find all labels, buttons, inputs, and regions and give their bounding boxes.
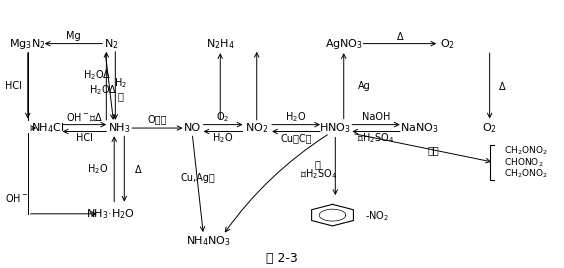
Text: N$_2$: N$_2$ — [104, 37, 118, 50]
Text: O$_2$: O$_2$ — [440, 37, 455, 50]
Text: NH$_3$·H$_2$O: NH$_3$·H$_2$O — [86, 207, 135, 221]
Text: HCl: HCl — [5, 81, 22, 91]
Text: HCl: HCl — [76, 133, 93, 143]
Text: NaOH: NaOH — [362, 112, 390, 122]
Text: AgNO$_3$: AgNO$_3$ — [325, 37, 363, 51]
Text: HNO$_3$: HNO$_3$ — [319, 121, 351, 135]
Text: H$_2$O: H$_2$O — [285, 110, 307, 124]
Text: $\Delta$: $\Delta$ — [134, 163, 143, 175]
Text: OH$^-$: OH$^-$ — [5, 192, 28, 204]
Text: H$_2$O: H$_2$O — [87, 162, 108, 176]
Text: Ag: Ag — [358, 81, 371, 91]
Text: 浓H$_2$SO$_4$: 浓H$_2$SO$_4$ — [300, 167, 337, 181]
Text: CH$_2$ONO$_2$: CH$_2$ONO$_2$ — [504, 168, 548, 180]
Text: NH$_4$Cl: NH$_4$Cl — [30, 121, 64, 135]
Text: Cu，C浓: Cu，C浓 — [280, 133, 312, 143]
Text: NH$_4$NO$_3$: NH$_4$NO$_3$ — [187, 234, 232, 248]
Text: NO$_2$: NO$_2$ — [245, 121, 268, 135]
Text: $\Delta$: $\Delta$ — [395, 30, 404, 42]
Text: N$_2$H$_4$: N$_2$H$_4$ — [206, 37, 235, 50]
Text: CHONO$_2$: CHONO$_2$ — [504, 156, 543, 169]
Text: Mg$_3$N$_2$: Mg$_3$N$_2$ — [10, 37, 46, 51]
Text: Mg: Mg — [66, 31, 81, 41]
Text: NH$_3$: NH$_3$ — [108, 121, 131, 135]
Text: H$_2$O$\Delta$: H$_2$O$\Delta$ — [89, 83, 118, 97]
Text: O$_2$: O$_2$ — [217, 110, 230, 124]
Text: $\Delta$: $\Delta$ — [497, 80, 506, 92]
Text: 催: 催 — [118, 91, 124, 101]
Text: NaNO$_3$: NaNO$_3$ — [400, 121, 439, 135]
Text: 浓H$_2$SO$_4$: 浓H$_2$SO$_4$ — [358, 131, 395, 145]
Text: 甘油: 甘油 — [428, 146, 439, 155]
Text: 图 2-3: 图 2-3 — [266, 252, 298, 265]
Text: O，催: O，催 — [148, 115, 167, 125]
Text: H$_2$O: H$_2$O — [213, 131, 233, 145]
Text: OH$^-$，$\Delta$: OH$^-$，$\Delta$ — [66, 111, 103, 123]
Text: 苯: 苯 — [314, 159, 320, 169]
Text: O$_2$: O$_2$ — [482, 121, 497, 135]
Text: H$_2$O$\Delta$: H$_2$O$\Delta$ — [82, 68, 111, 82]
Text: -NO$_2$: -NO$_2$ — [365, 210, 389, 223]
Text: NO: NO — [184, 123, 201, 133]
Text: CH$_2$ONO$_2$: CH$_2$ONO$_2$ — [504, 144, 548, 157]
Text: Cu,Ag稀: Cu,Ag稀 — [180, 173, 215, 183]
Text: H$_2$: H$_2$ — [114, 76, 127, 90]
